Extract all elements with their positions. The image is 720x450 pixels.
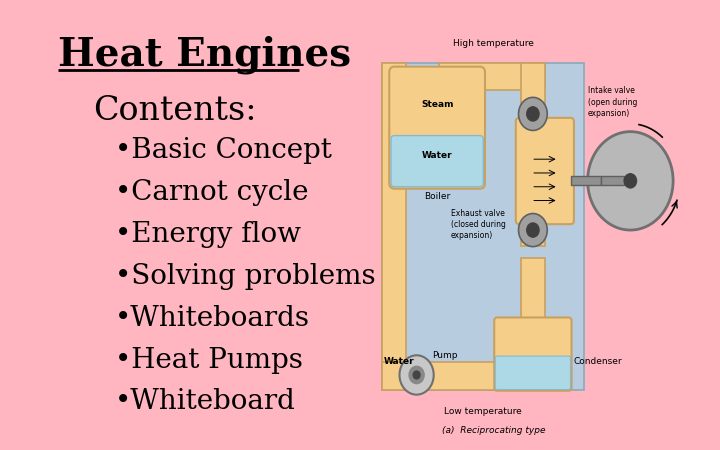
- Circle shape: [409, 366, 424, 383]
- Text: High temperature: High temperature: [453, 39, 534, 48]
- Bar: [382, 63, 406, 390]
- Circle shape: [518, 213, 547, 247]
- Bar: [601, 176, 624, 185]
- Text: •Basic Concept: •Basic Concept: [115, 137, 332, 164]
- Text: Low temperature: Low temperature: [444, 408, 522, 417]
- Bar: [382, 63, 584, 390]
- Bar: [521, 63, 545, 246]
- Circle shape: [518, 97, 547, 130]
- Text: (a)  Reciprocating type: (a) Reciprocating type: [442, 426, 545, 435]
- Text: Pump: Pump: [432, 351, 457, 360]
- Text: •Heat Pumps: •Heat Pumps: [115, 346, 303, 374]
- FancyBboxPatch shape: [391, 135, 483, 187]
- Circle shape: [400, 356, 433, 395]
- Bar: [382, 362, 557, 390]
- Text: Steam: Steam: [421, 99, 454, 108]
- Bar: [439, 63, 545, 90]
- Circle shape: [588, 131, 673, 230]
- Text: Contents:: Contents:: [94, 94, 257, 126]
- Text: Exhaust valve
(closed during
expansion): Exhaust valve (closed during expansion): [451, 208, 505, 240]
- Text: Water: Water: [422, 151, 452, 160]
- Circle shape: [413, 371, 420, 379]
- Text: •Solving problems: •Solving problems: [115, 263, 376, 290]
- Bar: [521, 257, 545, 390]
- Text: •Energy flow: •Energy flow: [115, 221, 301, 248]
- Text: •Carnot cycle: •Carnot cycle: [115, 179, 309, 206]
- Text: Heat Engines: Heat Engines: [58, 36, 351, 75]
- FancyBboxPatch shape: [495, 356, 570, 390]
- Circle shape: [527, 223, 539, 237]
- FancyBboxPatch shape: [516, 118, 574, 224]
- Text: Condenser: Condenser: [574, 357, 623, 366]
- Circle shape: [624, 174, 636, 188]
- FancyBboxPatch shape: [390, 67, 485, 189]
- Text: •Whiteboard: •Whiteboard: [115, 388, 296, 415]
- Text: Intake valve
(open during
expansion): Intake valve (open during expansion): [588, 86, 637, 118]
- Text: Boiler: Boiler: [424, 192, 450, 201]
- Text: •Whiteboards: •Whiteboards: [115, 305, 310, 332]
- Circle shape: [527, 107, 539, 121]
- FancyBboxPatch shape: [494, 318, 572, 391]
- Text: Water: Water: [384, 357, 414, 366]
- Bar: [570, 176, 601, 185]
